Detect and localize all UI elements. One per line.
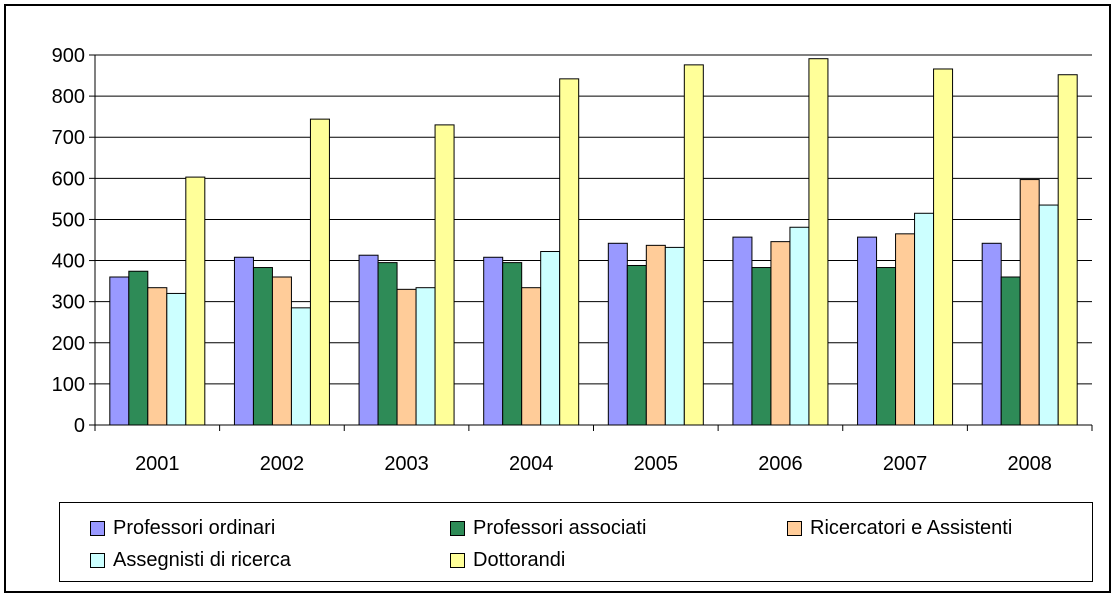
bar-professori-associati-2008 (1000, 276, 1021, 426)
legend-label: Dottorandi (473, 548, 566, 571)
bar-professori-associati-2005 (626, 264, 647, 426)
x-tick-labels: 2001 2002 2003 2004 2005 2006 2007 2008 (135, 453, 1052, 475)
bar-professori-associati-2007 (876, 267, 897, 426)
bar-professori-associati-2004 (502, 262, 523, 426)
bar-assegnisti-di-ricerca-2008 (1038, 204, 1059, 426)
bar-dottorandi-2003 (434, 124, 455, 426)
x-tick-label: 2005 (634, 453, 679, 475)
y-tick-labels: 0 100 200 300 400 500 600 700 800 900 (52, 45, 85, 437)
bar-assegnisti-di-ricerca-2002 (290, 307, 311, 426)
bar-assegnisti-di-ricerca-2001 (166, 292, 187, 426)
bars (109, 58, 1078, 426)
legend-label: Ricercatori e Assistenti (810, 516, 1013, 539)
bar-dottorandi-2002 (309, 118, 330, 426)
bar-ricercatori-e-assistenti-2006 (770, 241, 791, 426)
legend-label: Professori ordinari (113, 516, 276, 539)
bar-professori-ordinari-2004 (483, 256, 504, 426)
x-tick-label: 2001 (135, 453, 180, 475)
bar-ricercatori-e-assistenti-2008 (1019, 179, 1040, 426)
bar-dottorandi-2005 (683, 64, 704, 426)
bar-ricercatori-e-assistenti-2003 (396, 288, 417, 426)
bar-professori-ordinari-2001 (109, 276, 130, 426)
y-tick-label: 700 (52, 127, 85, 149)
y-tick-label: 500 (52, 209, 85, 231)
bar-professori-ordinari-2008 (981, 242, 1002, 426)
bar-dottorandi-2004 (559, 78, 580, 426)
bar-ricercatori-e-assistenti-2001 (147, 287, 168, 426)
x-tick-label: 2008 (1007, 453, 1052, 475)
legend-swatch-professori-associati (450, 520, 465, 536)
legend-item-ricercatori-e-assistenti: Ricercatori e Assistenti (787, 515, 1012, 541)
bar-professori-ordinari-2003 (358, 254, 379, 426)
bar-professori-associati-2001 (128, 270, 149, 426)
legend-swatch-dottorandi (450, 552, 465, 568)
bar-ricercatori-e-assistenti-2005 (645, 244, 666, 426)
x-tick-label: 2004 (509, 453, 554, 475)
bar-professori-ordinari-2007 (857, 236, 878, 426)
bar-assegnisti-di-ricerca-2004 (540, 251, 561, 426)
y-tick-label: 100 (52, 374, 85, 396)
legend-label: Assegnisti di ricerca (113, 548, 291, 571)
bar-professori-ordinari-2006 (732, 236, 753, 426)
legend: Professori ordinari Professori associati… (59, 502, 1093, 582)
bar-ricercatori-e-assistenti-2002 (271, 276, 292, 426)
bar-assegnisti-di-ricerca-2007 (914, 212, 935, 426)
legend-swatch-assegnisti-di-ricerca (90, 552, 105, 568)
axes (94, 55, 1092, 426)
bar-assegnisti-di-ricerca-2005 (664, 246, 685, 426)
bar-professori-ordinari-2005 (607, 242, 628, 426)
y-tick-label: 800 (52, 86, 85, 108)
bar-assegnisti-di-ricerca-2003 (415, 287, 436, 426)
x-tick-label: 2003 (384, 453, 429, 475)
legend-label: Professori associati (473, 516, 647, 539)
bar-professori-associati-2002 (252, 267, 273, 426)
bar-ricercatori-e-assistenti-2007 (895, 233, 916, 426)
x-tick-label: 2002 (260, 453, 305, 475)
legend-item-professori-associati: Professori associati (450, 515, 646, 541)
y-tick-label: 0 (74, 415, 85, 437)
legend-item-dottorandi: Dottorandi (450, 547, 565, 573)
bar-professori-associati-2003 (377, 262, 398, 426)
y-tick-label: 300 (52, 292, 85, 314)
legend-swatch-ricercatori-e-assistenti (787, 520, 802, 536)
y-tick-label: 400 (52, 251, 85, 273)
bar-dottorandi-2008 (1057, 74, 1078, 426)
x-tick-label: 2006 (758, 453, 803, 475)
bar-ricercatori-e-assistenti-2004 (521, 287, 542, 426)
y-tick-label: 600 (52, 168, 85, 190)
legend-swatch-professori-ordinari (90, 520, 105, 536)
bar-dottorandi-2007 (933, 68, 954, 426)
bar-professori-associati-2006 (751, 267, 772, 426)
bar-dottorandi-2001 (185, 176, 206, 426)
legend-item-assegnisti-di-ricerca: Assegnisti di ricerca (90, 547, 291, 573)
bar-assegnisti-di-ricerca-2006 (789, 226, 810, 426)
y-tick-label: 900 (52, 45, 85, 67)
bar-dottorandi-2006 (808, 58, 829, 426)
bar-professori-ordinari-2002 (233, 256, 254, 426)
x-tick-label: 2007 (883, 453, 928, 475)
y-tick-label: 200 (52, 333, 85, 355)
legend-item-professori-ordinari: Professori ordinari (90, 515, 275, 541)
